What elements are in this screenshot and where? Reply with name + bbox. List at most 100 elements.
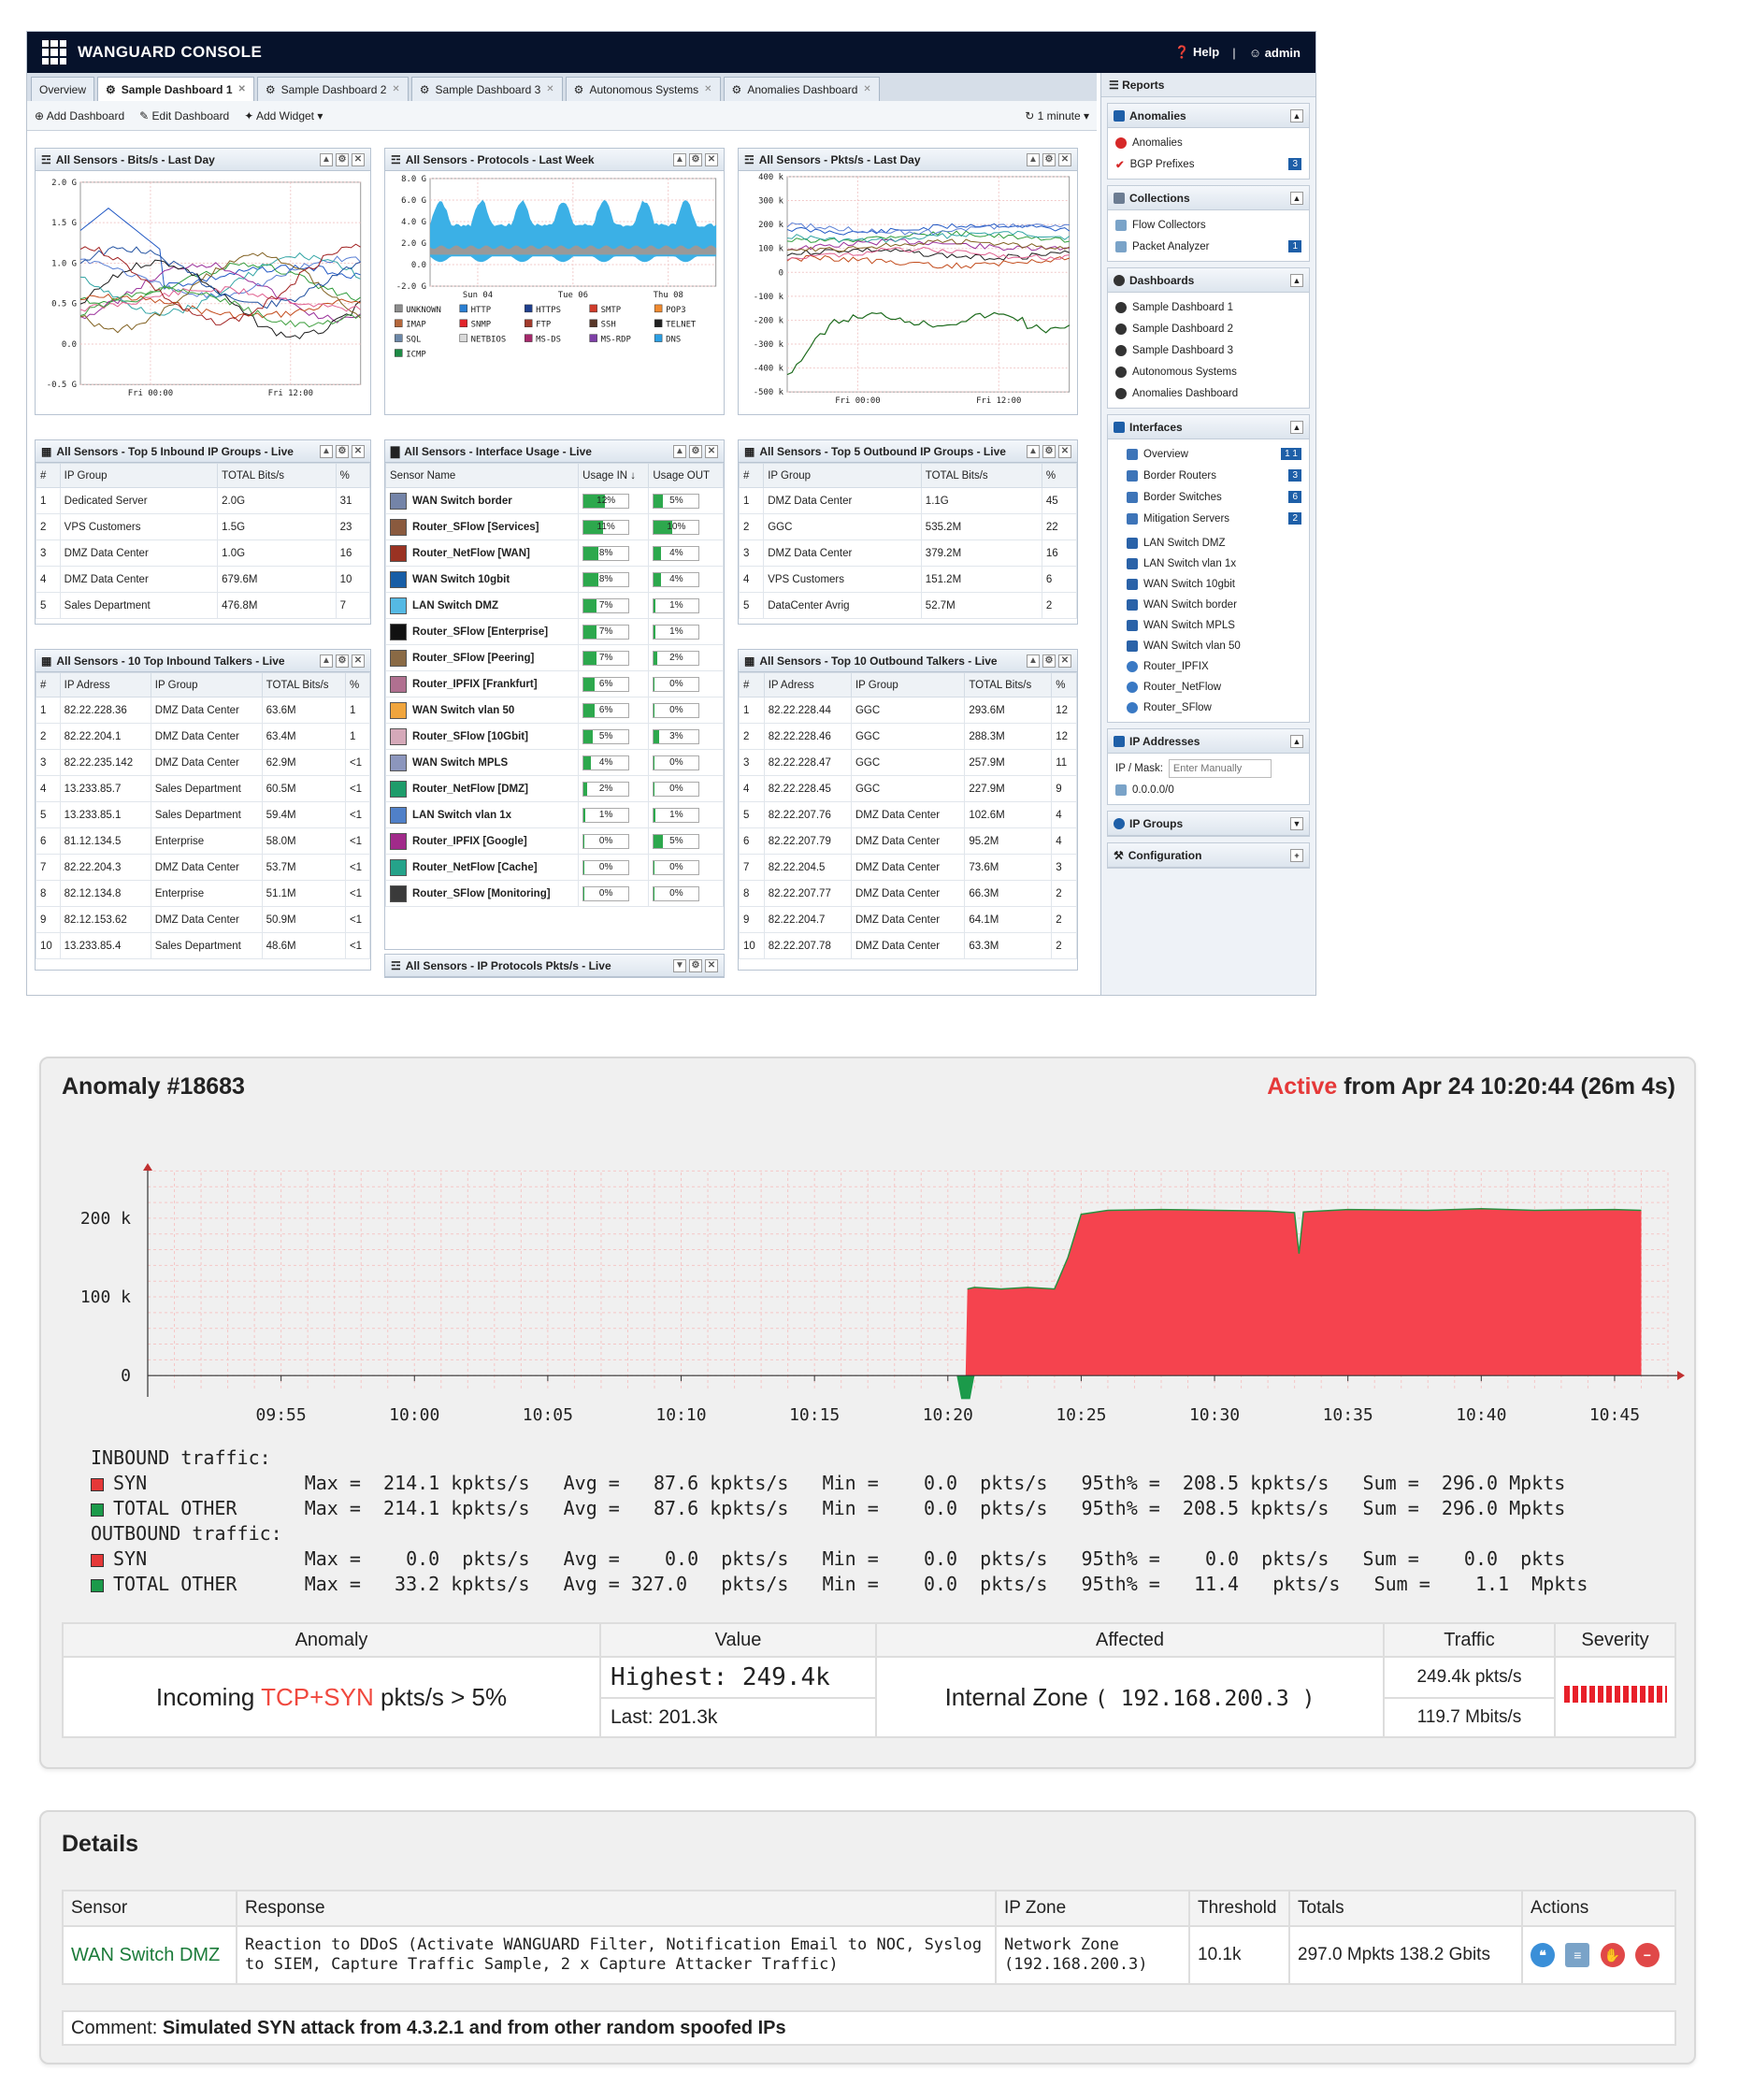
- column-header[interactable]: TOTAL Bits/s: [217, 463, 337, 488]
- refresh-interval-select[interactable]: ↻ 1 minute ▾: [1025, 108, 1089, 122]
- table-row[interactable]: 8 82.12.134.8 Enterprise 51.1M <1: [36, 880, 371, 907]
- column-header[interactable]: IP Group: [763, 463, 922, 488]
- add-dashboard-button[interactable]: ⊕ Add Dashboard: [35, 108, 125, 122]
- column-header[interactable]: #: [739, 672, 765, 698]
- table-row[interactable]: 8 82.22.207.77 DMZ Data Center 66.3M 2: [739, 880, 1077, 907]
- sidebar-item-interface[interactable]: LAN Switch DMZ: [1115, 533, 1301, 554]
- table-row[interactable]: 1 82.22.228.44 GGC 293.6M 12: [739, 697, 1077, 724]
- column-header[interactable]: Usage IN ↓: [578, 463, 650, 488]
- table-row[interactable]: 7 82.22.204.5 DMZ Data Center 73.6M 3: [739, 854, 1077, 881]
- close-icon[interactable]: ✕: [705, 958, 718, 972]
- edit-dashboard-button[interactable]: ✎ Edit Dashboard: [139, 108, 230, 122]
- sidebar-item-interface[interactable]: WAN Switch 10gbit: [1115, 574, 1301, 595]
- column-header[interactable]: IP Group: [850, 672, 966, 698]
- table-row[interactable]: 2 82.22.228.46 GGC 288.3M 12: [739, 723, 1077, 750]
- widget-header[interactable]: ☲ All Sensors - Protocols - Last Week ▲ ⚙ ✕: [385, 149, 724, 171]
- settings-icon[interactable]: ⚙: [689, 958, 702, 972]
- table-row[interactable]: 2 GGC 535.2M 22: [738, 513, 1078, 540]
- table-row[interactable]: 5 13.233.85.1 Sales Department 59.4M <1: [36, 801, 371, 828]
- column-header[interactable]: %: [1051, 672, 1077, 698]
- sidebar-item-interface[interactable]: WAN Switch MPLS: [1115, 615, 1301, 636]
- settings-icon[interactable]: ⚙: [336, 444, 349, 458]
- tab-anomalies-dashboard[interactable]: ⚙ Anomalies Dashboard ✕: [723, 77, 880, 101]
- collapse-icon[interactable]: ▲: [320, 654, 333, 668]
- close-icon[interactable]: ✕: [705, 444, 718, 458]
- close-icon[interactable]: ✕: [392, 84, 400, 94]
- tab-overview[interactable]: Overview: [31, 77, 95, 101]
- widget-header[interactable]: ▦ All Sensors - Top 5 Inbound IP Groups -…: [36, 440, 370, 463]
- table-row[interactable]: 4 82.22.228.45 GGC 227.9M 9: [739, 775, 1077, 802]
- column-header[interactable]: #: [36, 463, 61, 488]
- table-row[interactable]: 9 82.12.153.62 DMZ Data Center 50.9M <1: [36, 906, 371, 933]
- collapse-icon[interactable]: ▲: [320, 444, 333, 458]
- column-header[interactable]: %: [1041, 463, 1078, 488]
- stop-icon[interactable]: ✋: [1600, 1943, 1625, 1968]
- table-row[interactable]: WAN Switch 10gbit 8% 4%: [384, 566, 724, 593]
- column-header[interactable]: TOTAL Bits/s: [261, 672, 346, 698]
- table-row[interactable]: 9 82.22.204.7 DMZ Data Center 64.1M 2: [739, 906, 1077, 933]
- table-row[interactable]: 2 82.22.204.1 DMZ Data Center 63.4M 1: [36, 723, 371, 750]
- column-header[interactable]: Sensor Name: [384, 463, 580, 488]
- sidebar-item-interface[interactable]: Router_SFlow: [1115, 698, 1301, 718]
- table-row[interactable]: 10 82.22.207.78 DMZ Data Center 63.3M 2: [739, 932, 1077, 959]
- table-row[interactable]: Router_SFlow [Monitoring] 0% 0%: [384, 880, 724, 907]
- sidebar-item-interface[interactable]: Router_NetFlow: [1115, 677, 1301, 698]
- table-row[interactable]: 4 13.233.85.7 Sales Department 60.5M <1: [36, 775, 371, 802]
- sidebar-item-bgp-prefixes[interactable]: ✔ BGP Prefixes 3: [1115, 153, 1301, 175]
- sidebar-item-flow-collectors[interactable]: Flow Collectors: [1115, 214, 1301, 236]
- table-row[interactable]: 3 DMZ Data Center 1.0G 16: [36, 539, 371, 567]
- table-row[interactable]: 1 Dedicated Server 2.0G 31: [36, 487, 371, 514]
- table-row[interactable]: 1 DMZ Data Center 1.1G 45: [738, 487, 1078, 514]
- table-row[interactable]: 4 VPS Customers 151.2M 6: [738, 566, 1078, 593]
- sidebar-item-interface-group[interactable]: Overview 1 1: [1115, 443, 1301, 465]
- table-row[interactable]: WAN Switch vlan 50 6% 0%: [384, 697, 724, 724]
- expand-icon[interactable]: ▼: [673, 958, 686, 972]
- report-icon[interactable]: ≡: [1565, 1942, 1590, 1967]
- column-header[interactable]: %: [344, 672, 371, 698]
- widget-header[interactable]: ☲ All Sensors - Bits/s - Last Day ▲ ⚙ ✕: [36, 149, 370, 171]
- interfaces-header[interactable]: Interfaces ▲: [1108, 415, 1309, 439]
- table-row[interactable]: WAN Switch border 12% 5%: [384, 487, 724, 514]
- table-row[interactable]: 5 DataCenter Avrig 52.7M 2: [738, 592, 1078, 619]
- sidebar-item-interface[interactable]: WAN Switch border: [1115, 595, 1301, 615]
- anomalies-header[interactable]: Anomalies ▲: [1108, 104, 1309, 128]
- widget-header[interactable]: ▇ All Sensors - Interface Usage - Live ▲ ⚙ ✕: [385, 440, 724, 463]
- table-row[interactable]: Router_IPFIX [Google] 0% 5%: [384, 827, 724, 855]
- table-row[interactable]: 3 82.22.228.47 GGC 257.9M 11: [739, 749, 1077, 776]
- table-row[interactable]: Router_NetFlow [WAN] 8% 4%: [384, 539, 724, 567]
- settings-icon[interactable]: ⚙: [689, 152, 702, 166]
- table-row[interactable]: 3 82.22.235.142 DMZ Data Center 62.9M <1: [36, 749, 371, 776]
- table-row[interactable]: LAN Switch vlan 1x 1% 1%: [384, 801, 724, 828]
- sidebar-item-interface[interactable]: WAN Switch vlan 50: [1115, 636, 1301, 656]
- settings-icon[interactable]: ⚙: [1042, 152, 1056, 166]
- close-icon[interactable]: ✕: [546, 84, 554, 94]
- table-row[interactable]: 1 82.22.228.36 DMZ Data Center 63.6M 1: [36, 697, 371, 724]
- close-icon[interactable]: ✕: [352, 444, 365, 458]
- table-row[interactable]: 6 81.12.134.5 Enterprise 58.0M <1: [36, 827, 371, 855]
- table-row[interactable]: 7 82.22.204.3 DMZ Data Center 53.7M <1: [36, 854, 371, 881]
- dashboards-header[interactable]: Dashboards ▲: [1108, 268, 1309, 293]
- sensor-link[interactable]: WAN Switch DMZ: [62, 1925, 237, 1985]
- widget-header[interactable]: ▦ All Sensors - Top 10 Outbound Talkers -…: [739, 650, 1077, 672]
- add-widget-button[interactable]: ✦ Add Widget ▾: [244, 108, 323, 122]
- settings-icon[interactable]: ⚙: [689, 444, 702, 458]
- settings-icon[interactable]: ⚙: [336, 654, 349, 668]
- ip-mask-input[interactable]: [1168, 758, 1272, 778]
- close-icon[interactable]: ✕: [352, 654, 365, 668]
- sidebar-item-interface-group[interactable]: Border Switches 6: [1115, 486, 1301, 508]
- settings-icon[interactable]: ⚙: [336, 152, 349, 166]
- sidebar-item-interface[interactable]: Router_IPFIX: [1115, 656, 1301, 677]
- table-row[interactable]: Router_SFlow [Enterprise] 7% 1%: [384, 618, 724, 645]
- tab-sample-dashboard-2[interactable]: ⚙ Sample Dashboard 2 ✕: [256, 77, 409, 101]
- settings-icon[interactable]: ⚙: [1042, 444, 1056, 458]
- help-link[interactable]: ❓ Help: [1174, 45, 1220, 59]
- widget-header[interactable]: ▦ All Sensors - 10 Top Inbound Talkers - …: [36, 650, 370, 672]
- ip-addresses-header[interactable]: IP Addresses ▲: [1108, 729, 1309, 754]
- table-row[interactable]: Router_IPFIX [Frankfurt] 6% 0%: [384, 670, 724, 698]
- table-row[interactable]: 6 82.22.207.79 DMZ Data Center 95.2M 4: [739, 827, 1077, 855]
- column-header[interactable]: IP Adress: [59, 672, 151, 698]
- close-icon[interactable]: ✕: [237, 84, 246, 94]
- collapse-icon[interactable]: ▲: [673, 152, 686, 166]
- column-header[interactable]: TOTAL Bits/s: [920, 463, 1042, 488]
- comment-icon[interactable]: ❝: [1531, 1943, 1555, 1968]
